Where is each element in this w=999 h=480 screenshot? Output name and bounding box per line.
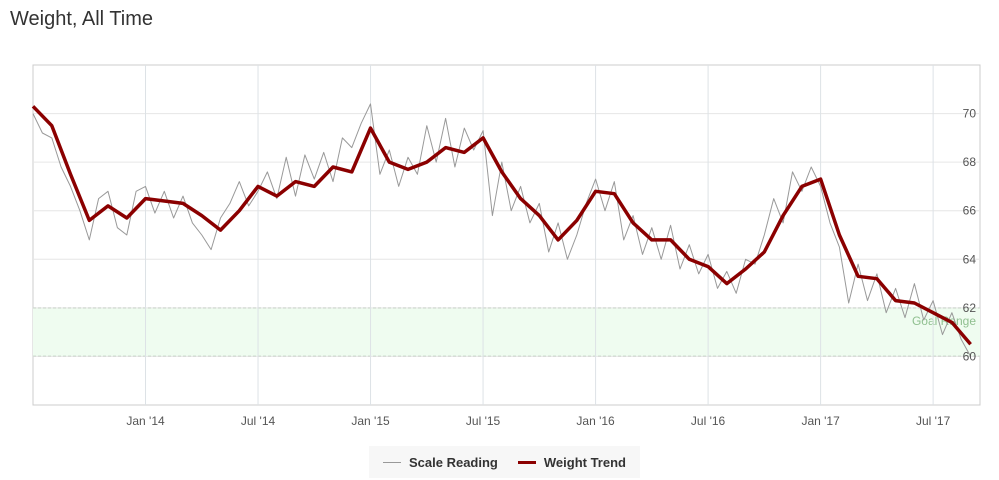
y-tick-label: 62	[963, 301, 977, 315]
goal-band-fill	[33, 307, 980, 357]
x-tick-label: Jul '15	[466, 414, 501, 428]
goal-band: Goal Range	[33, 307, 980, 357]
legend: Scale Reading Weight Trend	[369, 446, 640, 478]
x-tick-label: Jan '15	[351, 414, 390, 428]
legend-item-scale-reading[interactable]: Scale Reading	[383, 455, 498, 470]
y-tick-label: 64	[963, 252, 977, 266]
x-tick-label: Jul '17	[916, 414, 951, 428]
chart-title: Weight, All Time	[10, 8, 154, 30]
tick-labels: 60 62 64 66 68 70 Jan '14 Jul '14 Jan '15 Jul '15…	[126, 107, 976, 428]
x-tick-label: Jan '14	[126, 414, 165, 428]
y-tick-label: 66	[963, 204, 977, 218]
series	[31, 103, 972, 357]
x-tick-label: Jan '17	[801, 414, 840, 428]
scale-reading-line	[32, 103, 972, 357]
weight-trend-line	[31, 105, 972, 346]
x-tick-label: Jan '16	[576, 414, 615, 428]
scale-reading-swatch	[383, 461, 401, 463]
x-tick-label: Jul '16	[691, 414, 726, 428]
chart-svg: Goal Range 60 62 64 66 68 70 Jan '14 Jul '14 Jan…	[31, 64, 981, 428]
legend-label: Weight Trend	[543, 454, 626, 470]
y-tick-label: 60	[963, 349, 977, 363]
legend-item-weight-trend[interactable]: Weight Trend	[517, 454, 626, 470]
grid	[33, 65, 980, 405]
legend-label: Scale Reading	[409, 454, 498, 470]
goal-band-label: Goal Range	[912, 314, 976, 328]
y-tick-label: 68	[963, 155, 977, 169]
x-tick-label: Jul '14	[241, 414, 276, 428]
weight-trend-swatch	[517, 460, 536, 464]
y-tick-label: 70	[963, 107, 977, 121]
